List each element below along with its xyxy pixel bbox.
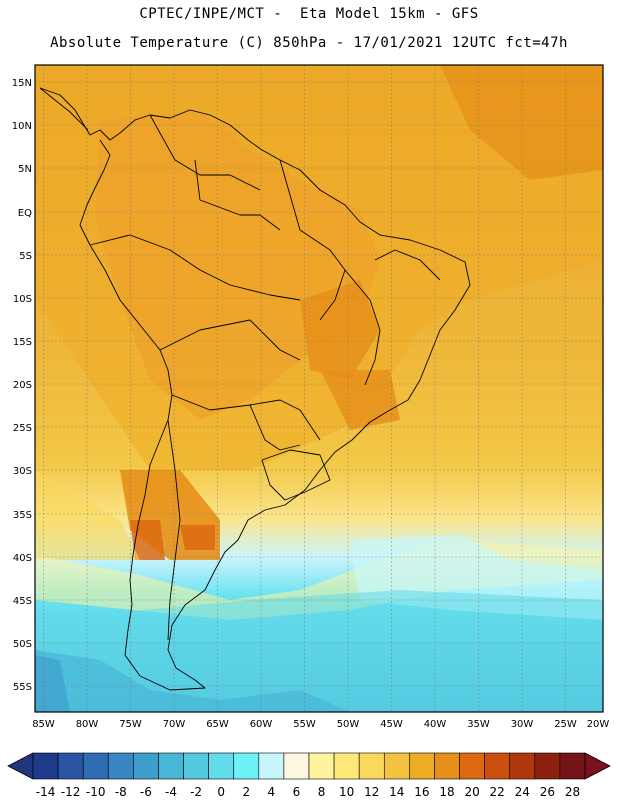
- colorbar-swatch: [133, 752, 159, 780]
- lat-label: 5S: [19, 251, 32, 262]
- lon-label: 45W: [380, 719, 403, 730]
- colorbar-end-right: [584, 752, 611, 780]
- colorbar-swatch: [308, 752, 335, 780]
- colorbar: -14 -12 -10 -8 -6 -4 -2 0 2 4 6 8 10 12 14 16 18 20 22 24 26…: [7, 752, 611, 799]
- colorbar-swatch: [283, 752, 310, 780]
- lat-label: 45S: [13, 596, 32, 607]
- colorbar-swatch: [258, 752, 285, 780]
- colorbar-label: -8: [115, 785, 127, 799]
- colorbar-label: 0: [217, 785, 225, 799]
- colorbar-swatch: [107, 752, 134, 780]
- colorbar-label: 18: [439, 785, 454, 799]
- lat-label: 20S: [13, 380, 32, 391]
- lon-label: 35W: [467, 719, 490, 730]
- colorbar-label: 28: [565, 785, 580, 799]
- colorbar-end-left: [7, 752, 34, 780]
- colorbar-swatch: [383, 752, 410, 780]
- chart-title: CPTEC/INPE/MCT - Eta Model 15km - GFS: [139, 6, 479, 22]
- lat-label: 40S: [13, 553, 32, 564]
- colorbar-swatch: [559, 752, 586, 780]
- colorbar-label: 22: [490, 785, 505, 799]
- colorbar-label: -6: [140, 785, 152, 799]
- colorbar-swatch: [57, 752, 84, 780]
- colorbar-swatch: [183, 752, 209, 780]
- colorbar-label: 20: [464, 785, 479, 799]
- lat-label: 5N: [18, 164, 32, 175]
- lat-label: 35S: [13, 510, 32, 521]
- lat-label: 10S: [13, 294, 32, 305]
- colorbar-label: -10: [86, 785, 106, 799]
- lon-label: 55W: [293, 719, 316, 730]
- colorbar-swatch: [434, 752, 460, 780]
- chart-subtitle: Absolute Temperature (C) 850hPa - 17/01/…: [50, 35, 568, 51]
- colorbar-swatch: [484, 752, 511, 780]
- map-frame: [34, 64, 604, 713]
- colorbar-label: 4: [268, 785, 276, 799]
- lat-label: 50S: [13, 639, 32, 650]
- latitude-labels: 15N 10N 5N EQ 5S 10S 15S 20S 25S 30S 35S…: [12, 78, 32, 693]
- lat-label: 25S: [13, 423, 32, 434]
- colorbar-label: 10: [339, 785, 354, 799]
- colorbar-label: 16: [414, 785, 429, 799]
- lon-label: 85W: [32, 719, 55, 730]
- colorbar-label: 24: [515, 785, 530, 799]
- colorbar-swatch: [358, 752, 385, 780]
- lat-label: 30S: [13, 466, 32, 477]
- colorbar-swatch: [509, 752, 536, 780]
- lon-label: 60W: [250, 719, 273, 730]
- colorbar-swatch: [409, 752, 435, 780]
- colorbar-swatch: [534, 752, 561, 780]
- lon-label: 25W: [554, 719, 577, 730]
- colorbar-label: 14: [389, 785, 404, 799]
- lon-label: 20W: [587, 719, 610, 730]
- colorbar-label: 26: [540, 785, 555, 799]
- colorbar-swatch: [333, 752, 360, 780]
- colorbar-label: -4: [165, 785, 177, 799]
- colorbar-swatch: [82, 752, 109, 780]
- lat-label: EQ: [18, 208, 32, 219]
- grid-lines: [35, 65, 603, 712]
- lon-label: 50W: [337, 719, 360, 730]
- colorbar-label: 2: [242, 785, 250, 799]
- colorbar-swatch: [158, 752, 184, 780]
- colorbar-label: 6: [293, 785, 301, 799]
- colorbar-swatch: [208, 752, 235, 780]
- lat-label: 15N: [12, 78, 32, 89]
- lon-label: 40W: [424, 719, 447, 730]
- colorbar-label: 8: [318, 785, 326, 799]
- lon-label: 75W: [119, 719, 142, 730]
- colorbar-label: -2: [190, 785, 202, 799]
- coastline-borders: [39, 87, 471, 691]
- lon-label: 30W: [511, 719, 534, 730]
- lat-label: 55S: [13, 682, 32, 693]
- lon-label: 80W: [76, 719, 99, 730]
- colorbar-swatch: [459, 752, 485, 780]
- lon-label: 70W: [163, 719, 186, 730]
- colorbar-swatch: [32, 752, 59, 780]
- colorbar-label: 12: [364, 785, 379, 799]
- lon-label: 65W: [206, 719, 229, 730]
- lat-label: 15S: [13, 337, 32, 348]
- colorbar-label: -12: [61, 785, 81, 799]
- colorbar-label: -14: [36, 785, 56, 799]
- colorbar-swatch: [233, 752, 260, 780]
- field-layer: [35, 65, 603, 712]
- lat-label: 10N: [12, 121, 32, 132]
- longitude-labels: 85W 80W 75W 70W 65W 60W 55W 50W 45W 40W …: [32, 719, 609, 730]
